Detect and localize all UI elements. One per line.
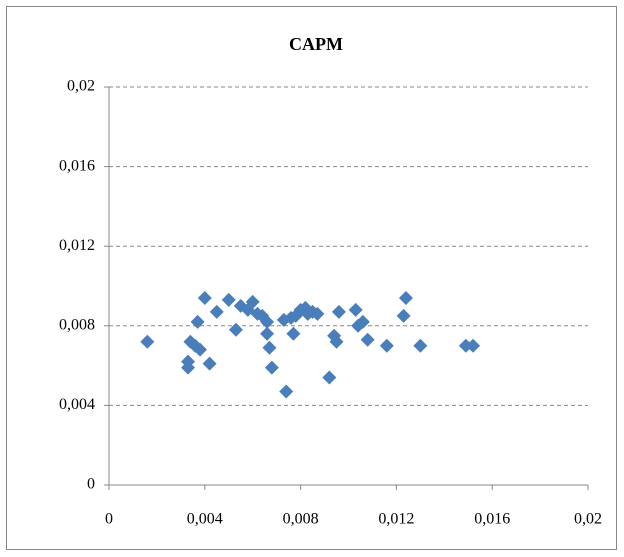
y-tick-label: 0,012 — [59, 237, 95, 254]
x-tick-label: 0,016 — [474, 511, 510, 528]
point — [190, 314, 205, 329]
y-tick-label: 0,004 — [59, 396, 95, 413]
point — [193, 342, 208, 357]
point — [413, 338, 428, 353]
chart-title: CAPM — [289, 34, 343, 54]
point — [348, 302, 363, 317]
x-tick-label: 0,012 — [378, 511, 414, 528]
y-tick-label: 0,02 — [67, 78, 95, 95]
point — [260, 326, 275, 341]
point — [398, 290, 413, 305]
y-tick-label: 0,016 — [59, 157, 95, 174]
point — [379, 338, 394, 353]
point — [197, 290, 212, 305]
point — [140, 334, 155, 349]
point — [260, 314, 275, 329]
x-tick-label: 0,02 — [574, 511, 602, 528]
point — [286, 326, 301, 341]
point — [202, 356, 217, 371]
point — [264, 360, 279, 375]
point — [221, 292, 236, 307]
y-tick-label: 0,008 — [59, 316, 95, 333]
point — [458, 338, 473, 353]
chart-border — [6, 6, 617, 550]
point — [228, 322, 243, 337]
point — [396, 308, 411, 323]
point — [322, 370, 337, 385]
point — [279, 384, 294, 399]
x-tick-label: 0,008 — [283, 511, 319, 528]
point — [331, 304, 346, 319]
y-tick-label: 0 — [87, 476, 95, 493]
point — [209, 304, 224, 319]
point — [310, 306, 325, 321]
point — [355, 314, 370, 329]
point — [262, 340, 277, 355]
point — [181, 354, 196, 369]
x-tick-label: 0,004 — [187, 511, 223, 528]
point — [360, 332, 375, 347]
point — [329, 334, 344, 349]
point — [466, 338, 481, 353]
point — [245, 294, 260, 309]
x-tick-label: 0 — [105, 511, 113, 528]
